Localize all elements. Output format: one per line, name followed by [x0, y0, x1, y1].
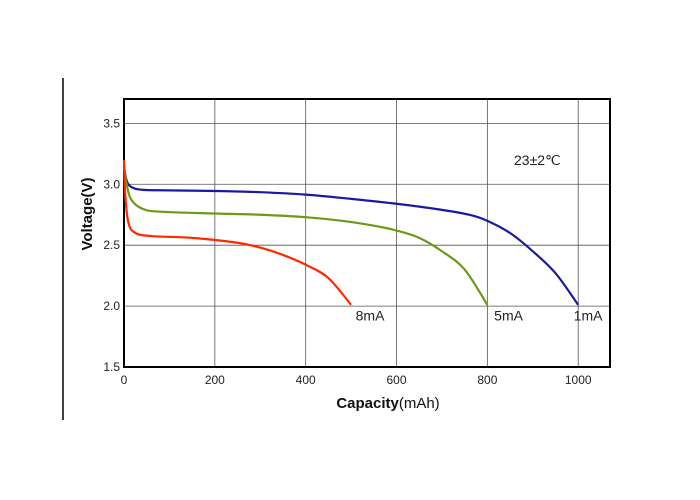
- series-line-8mA: [122, 159, 352, 306]
- y-tick-label: 1.5: [103, 360, 120, 374]
- temperature-annotation: 23±2℃: [514, 152, 561, 168]
- grid: [124, 99, 610, 367]
- plot-frame: [123, 98, 611, 368]
- x-tick-label: 1000: [565, 373, 592, 387]
- x-axis-title-unit: (mAh): [399, 395, 440, 412]
- series-line-1mA: [122, 165, 580, 306]
- x-axis-title-bold: Capacity: [336, 395, 399, 412]
- x-tick-label: 800: [477, 373, 497, 387]
- series-label-1mA: 1mA: [574, 308, 603, 324]
- y-tick-label: 3.5: [103, 116, 120, 130]
- series-label-5mA: 5mA: [494, 308, 523, 324]
- y-tick-label: 2.5: [103, 238, 120, 252]
- tick-labels: 0 200 400 600 800 1000 1.5 2.0 2.5 3.0 3.5: [103, 116, 592, 387]
- x-tick-label: 600: [387, 373, 407, 387]
- x-tick-label: 200: [205, 373, 225, 387]
- y-tick-label: 3.0: [103, 177, 120, 191]
- x-tick-label: 0: [121, 373, 128, 387]
- x-axis-title: Capacity(mAh): [336, 395, 439, 412]
- series-label-8mA: 8mA: [356, 308, 385, 324]
- y-axis-title: Voltage(V): [79, 177, 96, 250]
- series-labels: 8mA 5mA 1mA: [356, 308, 603, 324]
- series-lines: [122, 159, 580, 306]
- series-line-5mA: [122, 165, 489, 306]
- y-tick-label: 2.0: [103, 299, 120, 313]
- x-tick-label: 400: [296, 373, 316, 387]
